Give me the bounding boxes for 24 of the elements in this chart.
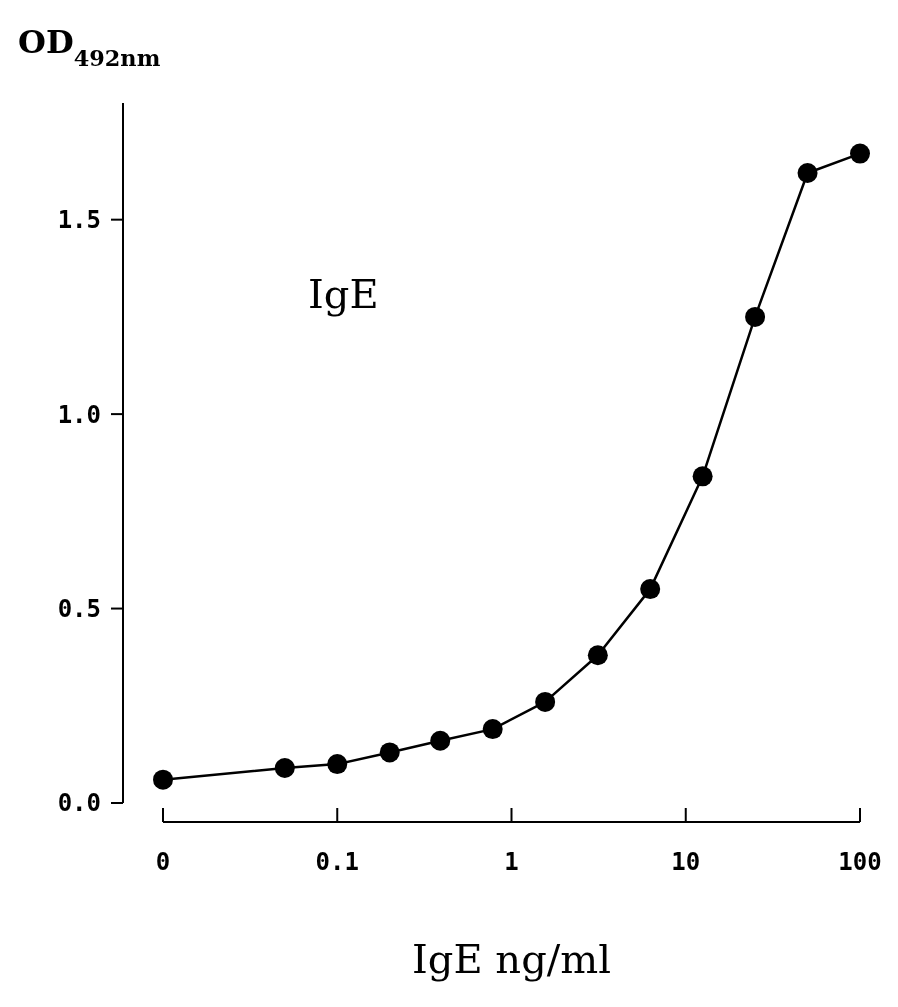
x-tick-label: 0 (155, 848, 171, 876)
x-tick-label: 1 (504, 848, 519, 876)
point (587, 645, 608, 666)
point (797, 163, 818, 183)
point (379, 742, 400, 763)
y-axis-title: OD$_{492nm}$ (18, 23, 161, 71)
x-tick-label: 0.1 (315, 848, 359, 876)
point (327, 754, 348, 775)
point (430, 730, 451, 751)
point (535, 691, 556, 712)
point (850, 143, 870, 164)
x-tick-label: 100 (838, 848, 882, 876)
point (640, 579, 661, 600)
y-tick-label: 0.5 (57, 594, 101, 623)
point (745, 306, 766, 327)
point (692, 466, 713, 487)
y-tick-label: 0.0 (57, 789, 101, 818)
point (274, 758, 295, 778)
y-tick-label: 1.5 (57, 206, 101, 235)
annotation: IgE (308, 271, 379, 317)
x-tick-label: 10 (671, 848, 701, 876)
x-axis-title: IgE ng/ml (412, 936, 611, 982)
y-tick-label: 1.0 (57, 400, 101, 429)
point (482, 719, 503, 740)
